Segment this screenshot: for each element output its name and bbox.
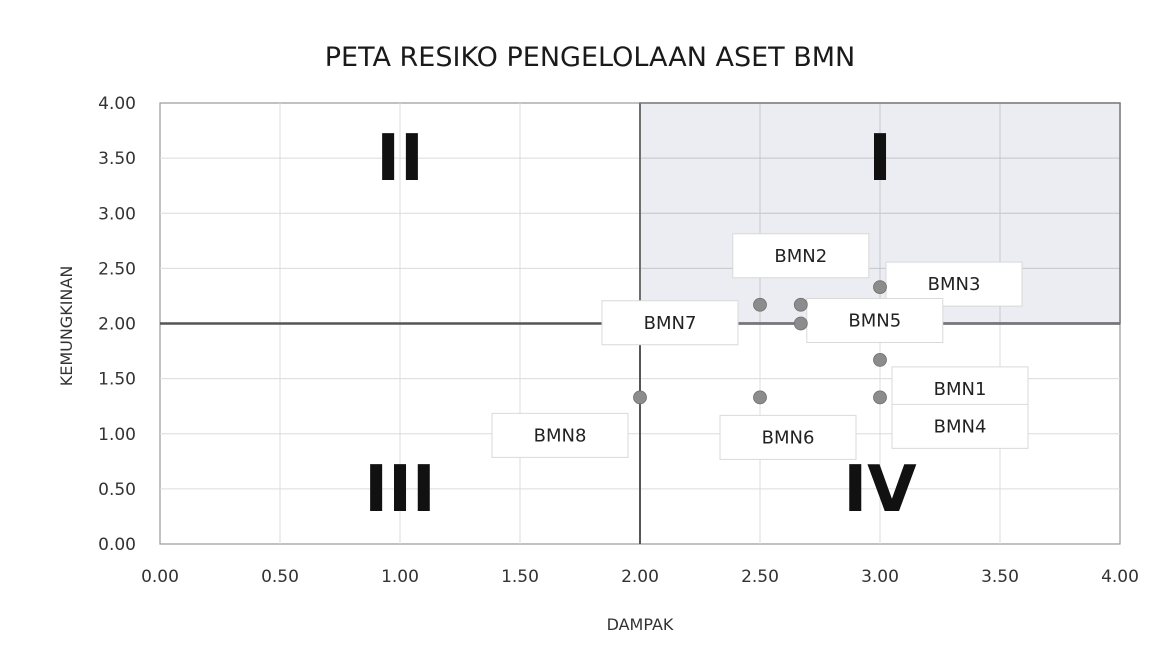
x-tick-label: 3.00 (861, 567, 899, 587)
point-bmn4 (873, 390, 887, 405)
x-tick-label: 1.50 (501, 567, 539, 587)
quadrant-label-ii: II (376, 122, 424, 196)
x-tick-label: 2.50 (741, 567, 779, 587)
point-label-box (732, 233, 870, 279)
quadrant-label-iii: III (364, 453, 435, 527)
x-tick-label: 4.00 (1101, 567, 1139, 587)
y-tick-label: 0.00 (98, 535, 136, 555)
point-label-text: BMN5 (848, 311, 901, 332)
x-tick-label: 1.00 (381, 567, 419, 587)
point-label-text: BMN6 (762, 427, 815, 448)
point-label-text: BMN7 (644, 313, 697, 334)
point-label-box (891, 366, 1029, 412)
point-label-box (601, 300, 739, 346)
point-bmn5 (793, 316, 808, 331)
x-tick-label: 0.00 (141, 567, 179, 587)
point-label-text: BMN3 (928, 274, 981, 295)
point-bmn6 (753, 390, 767, 405)
point-label-box (491, 412, 629, 458)
y-tick-label: 1.00 (98, 425, 136, 445)
point-label-bmn5: BMN5 (806, 298, 944, 343)
x-tick-label: 0.50 (261, 567, 299, 587)
point-labels: BMN1 BMN2 BMN3 BMN4 BMN5 BMN6 BMN7 BMN8 (491, 233, 1029, 460)
y-tick-label: 3.50 (98, 149, 136, 169)
y-tick-label: 4.00 (98, 94, 136, 114)
chart-title: PETA RESIKO PENGELOLAAN ASET BMN (325, 42, 856, 73)
point-label-text: BMN1 (934, 379, 987, 400)
x-axis-title: DAMPAK (607, 615, 674, 634)
point-label-bmn8: BMN8 (491, 412, 629, 458)
point-bmn8 (633, 390, 647, 405)
x-axis-ticks: 0.00 0.50 1.00 1.50 2.00 2.50 3.00 3.50 4.00 (141, 567, 1139, 587)
data-points (633, 280, 887, 405)
point-label-bmn1: BMN1 (891, 366, 1029, 412)
y-axis-title: KEMUNGKINAN (57, 266, 76, 387)
y-tick-label: 3.00 (98, 204, 136, 224)
point-bmn7 (753, 297, 767, 312)
y-tick-label: 0.50 (98, 480, 136, 500)
point-label-bmn4: BMN4 (891, 403, 1029, 449)
point-label-bmn2: BMN2 (732, 233, 870, 279)
point-bmn1 (873, 352, 887, 367)
point-label-text: BMN4 (934, 416, 987, 437)
point-label-box (891, 403, 1029, 449)
point-label-text: BMN2 (774, 246, 827, 267)
point-bmn3 (873, 280, 887, 295)
y-axis-ticks: 0.00 0.50 1.00 1.50 2.00 2.50 3.00 3.50 4.00 (98, 94, 136, 555)
point-label-text: BMN8 (534, 425, 587, 446)
quadrant-label-i: I (868, 122, 892, 196)
x-tick-label: 3.50 (981, 567, 1019, 587)
quadrant-label-iv: IV (843, 453, 917, 527)
y-tick-label: 2.50 (98, 259, 136, 279)
point-label-bmn6: BMN6 (719, 414, 857, 460)
point-bmn2 (793, 297, 808, 312)
x-tick-label: 2.00 (621, 567, 659, 587)
point-label-bmn7: BMN7 (601, 300, 739, 346)
point-label-box (719, 414, 857, 460)
point-label-box (806, 298, 944, 343)
y-tick-label: 2.00 (98, 315, 136, 335)
y-tick-label: 1.50 (98, 370, 136, 390)
